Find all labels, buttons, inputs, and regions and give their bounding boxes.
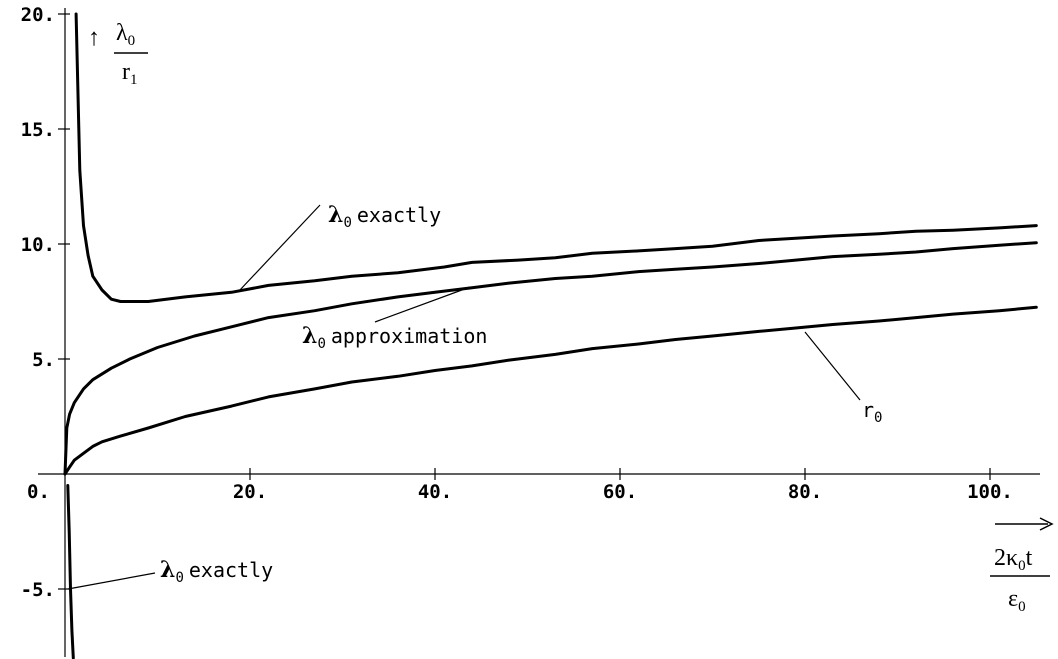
annotation-sub: 0	[317, 336, 325, 352]
annotation-text: exactly	[357, 203, 441, 227]
x-tick-label: 60.	[603, 481, 637, 503]
x-tick-label: 100.	[967, 481, 1013, 503]
annotation-sym: λ	[328, 202, 343, 228]
annotation-sub: 0	[343, 215, 351, 231]
x-tick-label: 40.	[418, 481, 452, 503]
annotation-label: λ0 exactly	[160, 557, 273, 586]
annotation-sym: λ	[160, 557, 175, 583]
y-tick-label: 5.	[32, 349, 55, 371]
leader-line	[238, 204, 321, 292]
y-axis-label-arrow: ↑	[88, 25, 100, 51]
x-num-sym: 2κ	[994, 545, 1018, 571]
x-axis-label: 2κ0t ε0	[990, 517, 1054, 615]
series-layer	[63, 12, 1038, 659]
series-line-3	[66, 484, 75, 659]
annotation-label: r0	[862, 398, 882, 426]
x-num-sub: 0	[1018, 558, 1026, 574]
annotation-label: λ0 approximation	[302, 323, 487, 352]
y-tick-label: 20.	[21, 4, 55, 26]
y-den-sym: r	[122, 59, 130, 85]
y-num-sym: λ	[116, 20, 128, 46]
annotation-lambda0-exactly-lower: λ0 exactly	[67, 557, 273, 590]
y-tick-label: 15.	[21, 119, 55, 141]
annotation-text: exactly	[189, 558, 273, 582]
x-tick-label: 80.	[788, 481, 822, 503]
annotation-label: λ0 exactly	[328, 202, 441, 231]
x-den-sub: 0	[1018, 599, 1026, 615]
x-axis-label-numerator: 2κ0t	[994, 545, 1033, 574]
annotation-sub: 0	[175, 570, 183, 586]
series-line-0	[74, 12, 1038, 303]
y-ticks: -5. 5. 10. 15. 20.	[21, 4, 70, 601]
annotation-lambda0-exactly-upper: λ0 exactly	[238, 202, 441, 292]
y-axis-label: ↑ λ0 r1	[88, 20, 148, 88]
x-ticks: 20. 40. 60. 80. 100.	[233, 468, 1013, 503]
annotation-sym: λ	[302, 323, 317, 349]
x-num-tail: t	[1026, 545, 1033, 571]
y-den-sub: 1	[130, 72, 138, 88]
annotation-sym: r	[862, 398, 874, 422]
x-axis-label-denominator: ε0	[1008, 586, 1026, 615]
annotation-sub: 0	[874, 410, 882, 426]
y-axis-label-denominator: r1	[122, 59, 138, 88]
y-tick-label: 10.	[21, 234, 55, 256]
y-axis-label-numerator: λ0	[116, 20, 135, 49]
x-axis-label-arrow-head	[1039, 517, 1054, 531]
x-den-sym: ε	[1008, 586, 1018, 612]
leader-line	[374, 286, 471, 323]
annotation-r0: r0	[804, 331, 882, 426]
leader-line	[804, 331, 861, 401]
annotation-text: approximation	[331, 324, 488, 348]
axes	[38, 8, 1040, 657]
y-tick-label: -5.	[21, 579, 55, 601]
series-line-2	[63, 305, 1038, 476]
leader-line	[67, 572, 156, 590]
origin-label: 0.	[27, 481, 50, 503]
series-line-1	[63, 241, 1038, 476]
annotation-lambda0-approximation: λ0 approximation	[302, 286, 487, 352]
x-tick-label: 20.	[233, 481, 267, 503]
y-num-sub: 0	[128, 33, 136, 49]
